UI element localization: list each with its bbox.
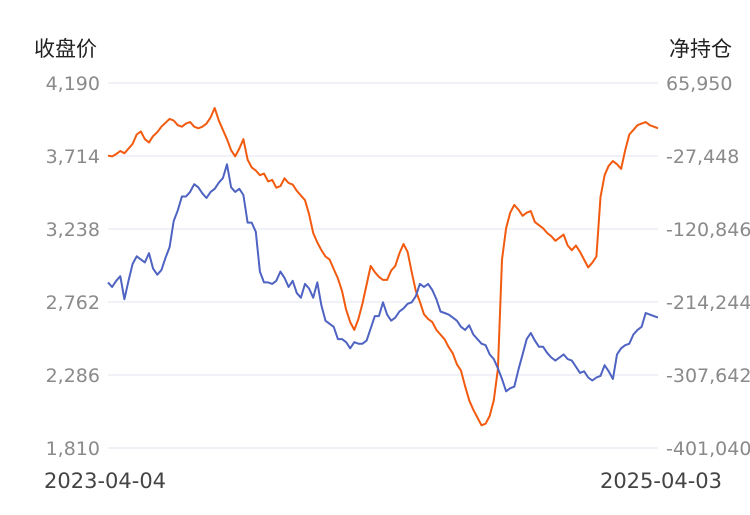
left-tick-label: 3,238: [46, 219, 100, 241]
right-tick-label: -27,448: [666, 146, 739, 168]
x-end-label: 2025-04-03: [600, 469, 722, 493]
right-tick-label: -401,040: [666, 438, 750, 460]
close-price-line: [107, 163, 659, 393]
left-tick-label: 1,810: [46, 438, 100, 460]
left-tick-label: 3,714: [46, 146, 100, 168]
gridlines: [108, 82, 658, 449]
left-tick-label: 4,190: [46, 73, 100, 95]
right-tick-label: 65,950: [666, 73, 732, 95]
right-axis-title: 净持仓: [669, 37, 732, 61]
right-tick-label: -307,642: [666, 365, 750, 387]
left-tick-label: 2,286: [46, 365, 100, 387]
right-tick-label: -214,244: [666, 292, 750, 314]
series-lines: [107, 107, 659, 427]
right-tick-label: -120,846: [666, 219, 750, 241]
right-axis-ticks: 65,950 -27,448 -120,846 -214,244 -307,642 -40…: [666, 73, 750, 460]
net-position-line: [107, 107, 659, 427]
left-tick-label: 2,762: [46, 292, 100, 314]
x-start-label: 2023-04-04: [44, 469, 166, 493]
left-axis-title: 收盘价: [34, 37, 97, 61]
left-axis-ticks: 4,190 3,714 3,238 2,762 2,286 1,810: [46, 73, 100, 460]
